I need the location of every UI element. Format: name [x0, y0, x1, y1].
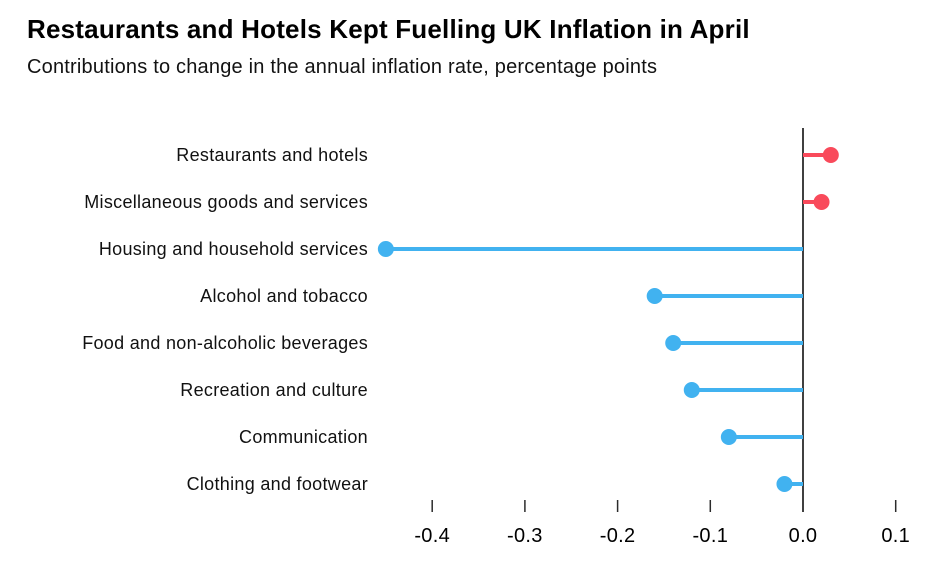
x-axis-tick-label: -0.3: [507, 525, 543, 547]
lollipop-dot: [646, 288, 663, 304]
lollipop-dot: [720, 429, 737, 445]
x-axis-tick-label: -0.2: [599, 525, 636, 547]
category-label: Clothing and footwear: [186, 474, 368, 494]
lollipop-dot: [665, 335, 682, 351]
x-axis-tick-label: -0.1: [692, 525, 729, 547]
category-label: Housing and household services: [98, 239, 368, 259]
x-axis-tick-label: -0.4: [414, 525, 451, 547]
category-label: Food and non-alcoholic beverages: [82, 333, 368, 353]
lollipop-dot: [683, 382, 700, 398]
category-label: Miscellaneous goods and services: [84, 192, 368, 212]
lollipop-dot: [776, 476, 793, 492]
lollipop-dot: [813, 194, 830, 210]
category-label: Communication: [239, 427, 368, 447]
chart-subtitle: Contributions to change in the annual in…: [27, 56, 658, 78]
category-label: Recreation and culture: [180, 380, 368, 400]
chart-title: Restaurants and Hotels Kept Fuelling UK …: [27, 14, 750, 44]
x-axis-tick-label: 0.1: [881, 525, 911, 547]
lollipop-dot: [822, 147, 839, 163]
lollipop-dot: [377, 241, 394, 257]
category-label: Alcohol and tobacco: [200, 286, 368, 306]
x-axis-tick-label: 0.0: [788, 525, 818, 547]
category-label: Restaurants and hotels: [176, 145, 368, 165]
